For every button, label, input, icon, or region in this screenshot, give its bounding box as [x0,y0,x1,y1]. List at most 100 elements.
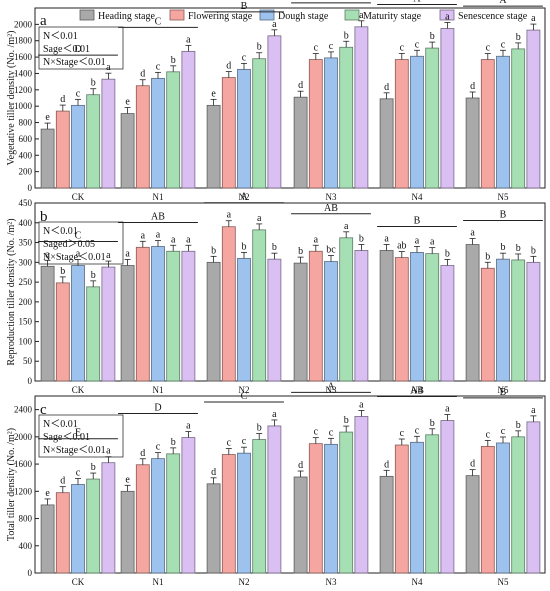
significance-letter: a [445,11,450,22]
significance-letter: d [140,448,145,459]
x-tick-label: N2 [239,192,250,202]
significance-letter: b [91,462,96,473]
group-letter: A [240,192,248,203]
bar [151,77,165,189]
significance-letter: a [186,34,191,45]
significance-letter: d [384,459,389,470]
legend-label: Maturity stage [363,11,422,22]
significance-letter: c [156,61,161,72]
bar [135,464,150,574]
significance-letter: d [298,460,303,471]
bar [293,476,308,574]
y-tick-label: 400 [19,218,33,228]
significance-letter: d [60,94,65,105]
bar [526,261,541,382]
bar [465,244,480,382]
group-letter: B [241,1,248,12]
significance-letter: c [501,426,506,437]
significance-letter: e [125,474,130,485]
bar [120,490,135,574]
stats-line: N×Stage＜0.01 [43,445,106,456]
bar [120,265,135,382]
significance-letter: d [140,69,145,80]
significance-letter: a [106,62,111,73]
legend-label: Senescence stage [458,11,528,22]
group-letter: C [155,16,162,27]
plot-frame [34,395,546,574]
stats-box: N＜0.01 Sage＜0.01 N×Stage＜0.01 [38,414,124,458]
significance-letter: d [470,459,475,470]
significance-letter: a [314,234,319,245]
bar [425,47,440,189]
bar [496,258,510,382]
legend-label: Heading stage [98,11,155,22]
significance-letter: c [329,427,334,438]
bar [166,71,181,189]
bar [135,85,150,189]
legend-swatch [439,9,455,21]
bar [206,104,221,189]
significance-letter: a [227,210,232,221]
stats-line: N＜0.01 [43,419,78,430]
bar [339,237,354,382]
y-tick-label: 2000 [14,432,33,442]
bar [354,250,369,382]
legend-swatch [259,9,275,21]
panel-a: a N＜0.01 Sage＜0.01 N×Stage＜0.01 Vegetative t… [6,0,546,202]
y-tick-label: 1600 [14,52,33,62]
bar [308,443,323,574]
bar [71,265,85,382]
bar [151,246,165,382]
significance-letter: e [45,488,50,499]
bar [394,444,409,574]
bar [339,431,354,574]
bar [526,421,541,574]
significance-letter: bc [326,245,336,256]
y-tick-label: 450 [19,198,33,208]
stats-line: Sage＜0.01 [43,432,90,443]
bar [252,229,267,382]
group-letter: B [500,387,507,398]
significance-letter: b [531,245,536,256]
significance-letter: d [226,61,231,72]
stats-line: N＜0.01 [43,31,78,42]
bar [221,226,236,382]
significance-letter: d [211,467,216,478]
legend-label: Dough stage [278,11,329,22]
bar [511,259,526,382]
y-tick-label: 2000 [14,19,33,29]
significance-letter: c [329,41,334,52]
y-tick-label: 0 [28,376,33,386]
bar [354,26,369,189]
bar [252,439,267,574]
significance-letter: b [91,78,96,89]
bar [480,59,495,189]
significance-letter: a [531,13,536,24]
legend-swatch [344,9,360,21]
significance-letter: a [384,233,389,244]
bar [55,492,70,574]
significance-letter: b [516,420,521,431]
significance-letter: c [242,52,247,63]
significance-letter: d [60,476,65,487]
stats-line: N×Stage＜0.01 [43,252,106,263]
y-tick-label: 250 [19,277,33,287]
legend-item-3: Dough stage [259,9,329,22]
legend-item-5: Senescence stage [439,9,528,22]
panel-letter: a [40,13,47,29]
x-tick-label: N2 [239,385,250,395]
significance-letter: a [186,234,191,245]
bar [324,57,338,189]
significance-letter: b [430,31,435,42]
significance-letter: a [344,221,349,232]
